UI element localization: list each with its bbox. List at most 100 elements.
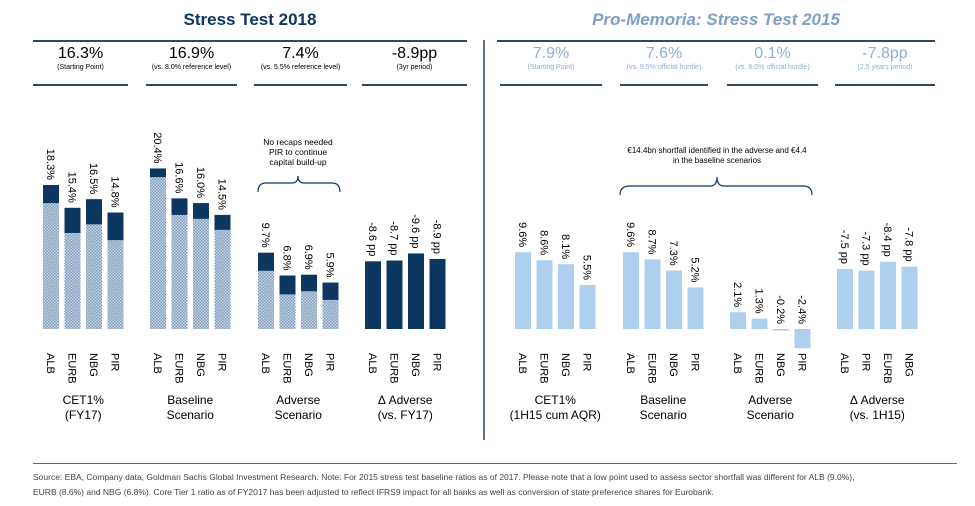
bank-label: NBG — [559, 353, 571, 377]
data-label: 15.4% — [66, 172, 78, 203]
bank-label: NBG — [774, 353, 786, 377]
bank-label: EURB — [173, 353, 185, 384]
group-label-line: Scenario — [166, 408, 214, 422]
footer-rule — [33, 463, 957, 464]
data-label: 9.6% — [624, 222, 636, 247]
data-label: -7.8 pp — [903, 227, 915, 261]
data-label: -0.2% — [774, 295, 786, 324]
data-label: 5.2% — [689, 257, 701, 282]
group-label-line: CET1% — [534, 393, 576, 407]
bar-eurb — [880, 261, 896, 329]
bar-alb — [837, 269, 853, 329]
metric-caption: (vs. 9.5% official hurdle) — [626, 64, 702, 71]
bar-hatched-nbg — [86, 224, 102, 329]
data-label: 20.4% — [151, 132, 163, 163]
group-label-line: CET1% — [62, 393, 104, 407]
data-label: 9.7% — [259, 223, 271, 248]
metric-value: 7.9% — [532, 45, 570, 62]
metric-value: -7.8pp — [862, 45, 908, 62]
bar-alb — [365, 261, 381, 329]
data-label: 7.3% — [667, 241, 679, 266]
bar-alb — [515, 252, 531, 329]
data-label: 9.6% — [516, 222, 528, 247]
data-label: 16.6% — [173, 162, 185, 193]
metric-left-1: 16.9% (vs. 8.0% reference level) — [146, 45, 237, 73]
bank-label: EURB — [753, 353, 765, 384]
group-label: CET1% (1H15 cum AQR) — [505, 393, 605, 423]
group-label: Δ Adverse (vs. 1H15) — [827, 393, 927, 423]
bar-eurb — [536, 260, 553, 329]
data-label: 8.1% — [559, 234, 571, 259]
data-label: 14.5% — [216, 179, 228, 210]
bar-hatched-eurb — [64, 232, 81, 329]
metric-underline — [33, 84, 128, 86]
group-label-line: Baseline — [640, 393, 687, 407]
bank-label: NBG — [903, 353, 915, 377]
group-label-line: (1H15 cum AQR) — [509, 408, 601, 422]
metric-value: 16.9% — [168, 45, 215, 62]
bank-label: EURB — [388, 353, 400, 384]
data-label: 1.3% — [753, 289, 765, 314]
metric-value: -8.9pp — [391, 45, 438, 62]
group-label-line: (vs. FY17) — [377, 408, 433, 422]
group-label-line: Baseline — [167, 393, 214, 407]
data-label: 5.5% — [581, 255, 593, 280]
bar-hatched-nbg — [301, 291, 317, 329]
data-label: -2.4% — [796, 295, 808, 324]
group-label: Adverse Scenario — [720, 393, 820, 423]
metric-caption: (vs. 5.5% reference level) — [260, 64, 341, 71]
annotation-line: PIR to continue — [268, 147, 328, 157]
bar-hatched-alb — [43, 203, 59, 329]
metric-underline — [835, 84, 935, 86]
metric-caption: (Starting Point) — [527, 64, 575, 71]
right-top-rule — [497, 40, 935, 42]
metric-right-3: -7.8pp (2.5 years period) — [835, 45, 935, 73]
metric-caption: (vs. 8.0% reference level) — [151, 64, 232, 71]
bank-label: NBG — [302, 353, 314, 377]
bank-label: PIR — [689, 353, 701, 371]
metric-caption: (3yr period) — [396, 64, 433, 71]
group-label: Δ Adverse (vs. FY17) — [355, 393, 455, 423]
bar-pir — [579, 285, 596, 329]
left-annotation: No recaps needed PIR to continue capital… — [238, 137, 358, 167]
metric-underline — [146, 84, 237, 86]
source-line: EURB (8.6%) and NBG (6.8%). Core Tier 1 … — [33, 487, 714, 497]
bank-label: NBG — [667, 353, 679, 377]
bank-label: ALB — [259, 353, 271, 374]
bar-chart: 18.3% ALB 15.4% EURB 16.5% NBG 14.8% PIR 20.4% AL… — [43, 132, 918, 384]
metric-right-0: 7.9% (Starting Point) — [500, 45, 602, 73]
left-top-rule — [33, 40, 467, 42]
panel-divider — [483, 40, 485, 440]
bank-label: NBG — [194, 353, 206, 377]
data-label: 6.8% — [281, 245, 293, 270]
bank-label: PIR — [109, 353, 121, 371]
bank-label: EURB — [281, 353, 293, 384]
group-label-line: Δ Adverse — [849, 393, 905, 407]
bar-hatched-pir — [214, 229, 231, 329]
bank-label: EURB — [538, 353, 550, 384]
metric-caption: (2.5 years period) — [857, 64, 913, 71]
source-note: Source: EBA, Company data, Goldman Sachs… — [33, 470, 963, 500]
metric-right-1: 7.6% (vs. 9.5% official hurdle) — [620, 45, 708, 73]
group-label-line: (vs. 1H15) — [849, 408, 905, 422]
data-label: 2.1% — [731, 282, 743, 307]
data-label: 18.3% — [44, 149, 56, 180]
group-label-line: Adverse — [748, 393, 793, 407]
bar-eurb — [386, 260, 403, 329]
bar-hatched-pir — [107, 240, 124, 329]
annotation-line: No recaps needed — [263, 137, 333, 147]
bar-hatched-pir — [322, 299, 339, 329]
metric-underline — [500, 84, 602, 86]
bank-label: NBG — [409, 353, 421, 377]
bank-label: ALB — [151, 353, 163, 374]
group-label-line: (FY17) — [64, 408, 102, 422]
bank-label: PIR — [581, 353, 593, 371]
bank-label: PIR — [324, 353, 336, 371]
metric-left-2: 7.4% (vs. 5.5% reference level) — [254, 45, 347, 73]
bar-alb — [623, 252, 639, 329]
metric-value: 7.6% — [645, 45, 683, 62]
bar-eurb — [644, 259, 661, 329]
bar-pir — [794, 329, 811, 349]
bank-label: NBG — [87, 353, 99, 377]
data-label: 8.7% — [646, 229, 658, 254]
